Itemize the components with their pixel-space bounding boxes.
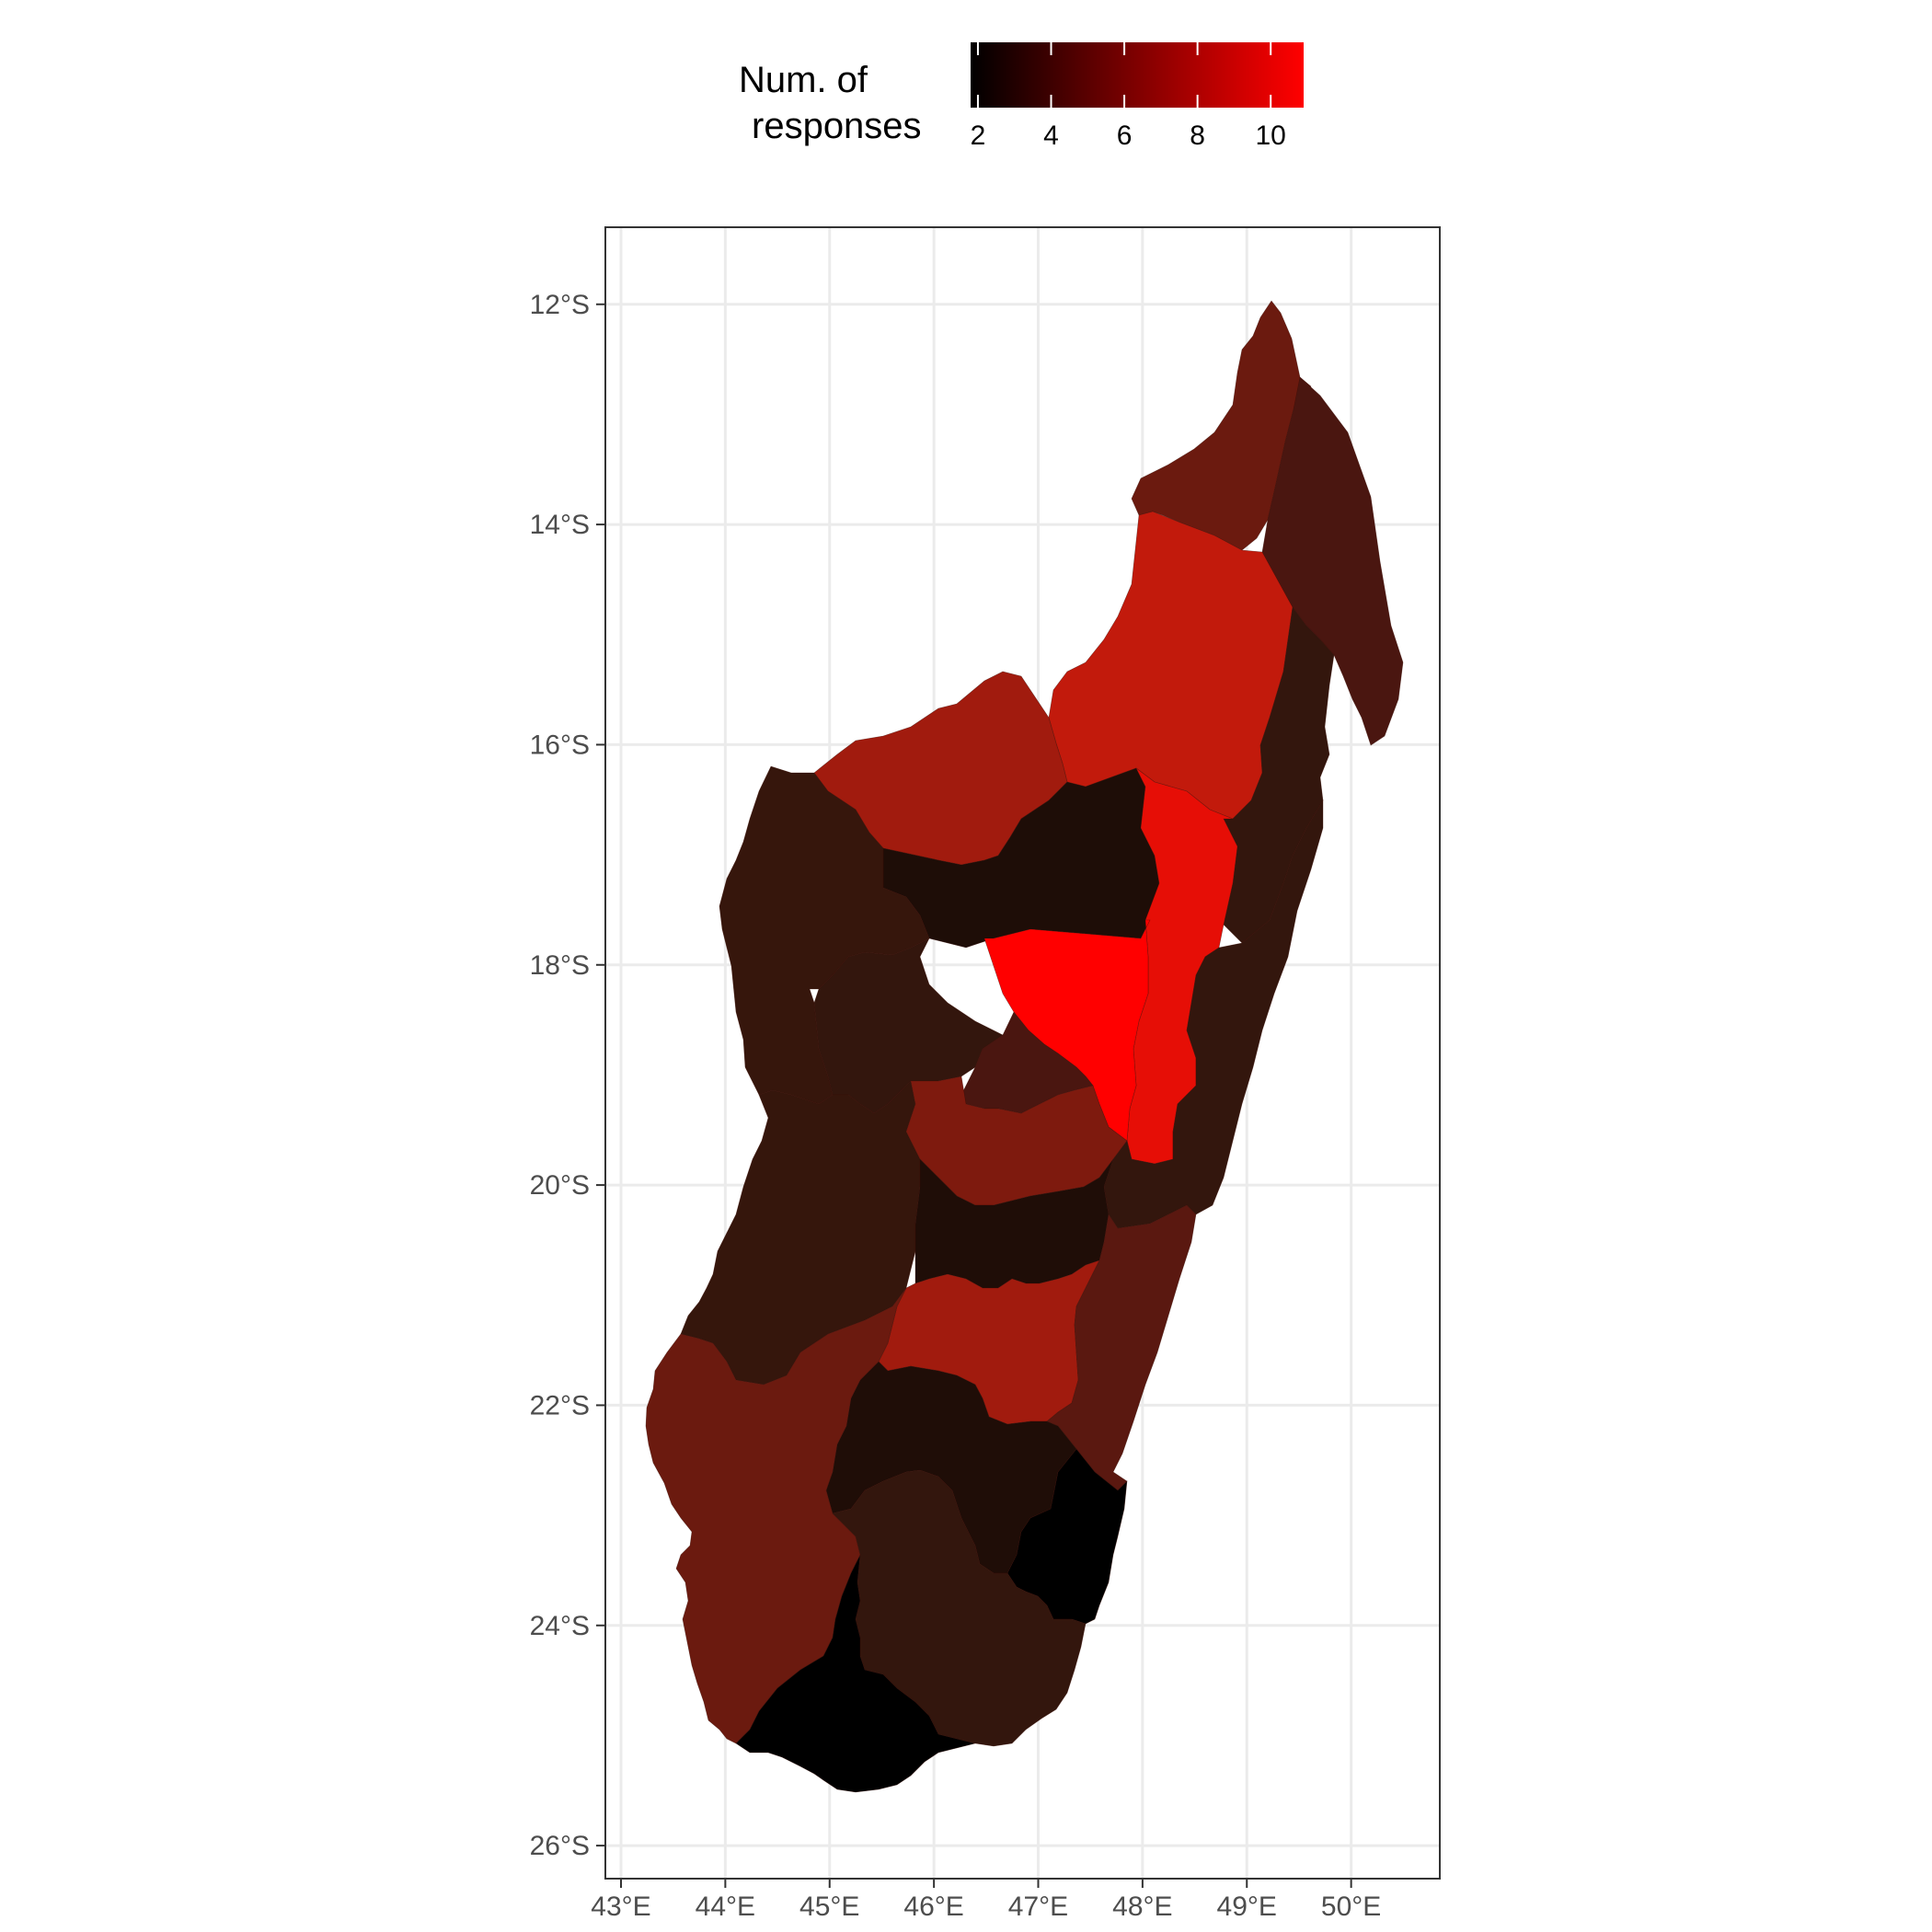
legend-tick-label: 8 xyxy=(1190,121,1205,151)
legend-tick-label: 6 xyxy=(1117,121,1133,151)
x-tick-label: 50°E xyxy=(1321,1892,1381,1922)
region-anosy xyxy=(735,1554,976,1793)
x-tick-label: 47°E xyxy=(1008,1892,1068,1922)
x-axis: 43°E 44°E 45°E 46°E 47°E 48°E 49°E 50°E xyxy=(591,1879,1381,1922)
region-sava xyxy=(1261,376,1404,746)
madagascar-regions xyxy=(645,300,1404,1793)
legend: Num. of responses 2 4 6 8 10 xyxy=(739,42,1304,151)
y-tick-label: 26°S xyxy=(530,1831,590,1861)
y-tick-label: 22°S xyxy=(530,1390,590,1420)
y-tick-label: 14°S xyxy=(530,510,590,540)
legend-tick-label: 10 xyxy=(1256,121,1286,151)
y-tick-label: 24°S xyxy=(530,1611,590,1641)
region-atsimo-atsinanana xyxy=(1006,1448,1128,1625)
legend-tick-label: 2 xyxy=(971,121,986,151)
plot-panel: 43°E 44°E 45°E 46°E 47°E 48°E 49°E 50°E 12°S 14°… xyxy=(530,226,1441,1922)
legend-colorbar xyxy=(971,42,1304,108)
x-tick-label: 45°E xyxy=(799,1892,859,1922)
y-tick-label: 18°S xyxy=(530,950,590,981)
x-tick-label: 46°E xyxy=(903,1892,963,1922)
legend-ticks: 2 4 6 8 10 xyxy=(971,42,1286,151)
x-tick-label: 44°E xyxy=(696,1892,755,1922)
y-tick-label: 12°S xyxy=(530,290,590,320)
x-tick-label: 49°E xyxy=(1217,1892,1277,1922)
legend-title-line2: responses xyxy=(752,106,922,146)
x-tick-label: 43°E xyxy=(591,1892,650,1922)
y-tick-label: 16°S xyxy=(530,730,590,760)
panel-border xyxy=(604,226,1441,1880)
legend-title-line1: Num. of xyxy=(739,60,868,100)
y-tick-label: 20°S xyxy=(530,1170,590,1201)
y-axis: 12°S 14°S 16°S 18°S 20°S 22°S 24°S 26°S xyxy=(530,290,605,1861)
x-tick-label: 48°E xyxy=(1112,1892,1172,1922)
legend-tick-label: 4 xyxy=(1043,121,1059,151)
